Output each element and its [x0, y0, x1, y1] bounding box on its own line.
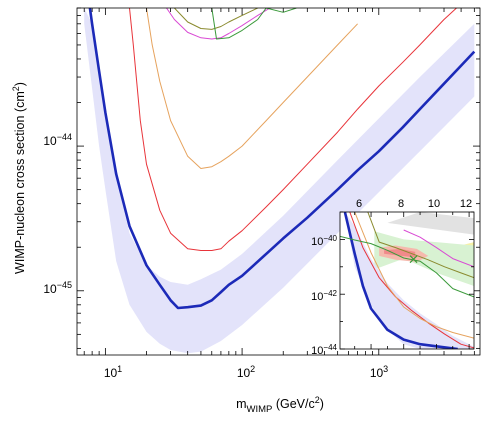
- y-tick-label-1e-44: 10−44: [43, 132, 72, 148]
- inset-marker-1: [409, 255, 418, 264]
- y-tick-label-1e-45: 10−45: [43, 280, 72, 296]
- inset-limit-curve-3: [354, 212, 474, 339]
- inset-plot: 6 8 10 12 10−40 10−42 10−44: [311, 198, 475, 357]
- main-plot-data: [84, 8, 476, 354]
- inset-x-tick-label-8: 8: [398, 198, 404, 210]
- limit-curve-1: [88, 8, 476, 310]
- sensitivity-band: [84, 8, 475, 354]
- inset-limit-curve-6: [403, 229, 474, 268]
- inset-axis-ticks: [340, 211, 474, 350]
- inset-limit-curve-5: [340, 235, 474, 298]
- inset-x-tick-label-10: 10: [428, 198, 440, 210]
- main-axis-ticks: [77, 7, 480, 355]
- limit-curve-2: [129, 8, 457, 251]
- x-tick-label-100: 102: [237, 364, 255, 380]
- limit-curve-4: [166, 8, 271, 40]
- limit-curve-5: [174, 8, 258, 30]
- inset-x-tick-label-12: 12: [460, 198, 472, 210]
- inset-y-tick-label-1e-44: 10−44: [311, 343, 337, 357]
- main-plot-frame: [76, 7, 481, 356]
- y-axis-label: WIMP-nucleon cross section (cm2): [11, 82, 27, 274]
- limit-curve-3: [146, 8, 358, 169]
- inset-plot-frame: [339, 211, 475, 350]
- inset-region-5: [384, 248, 416, 258]
- main-plot: 101 102 103 10−45 10−44 mWIMP (GeV/c2) W…: [11, 7, 481, 415]
- x-tick-label-1000: 103: [370, 364, 388, 380]
- inset-y-tick-label-1e-40: 10−40: [311, 234, 337, 248]
- inset-plot-data: [340, 212, 474, 349]
- inset-limit-curve-2: [349, 212, 474, 349]
- x-tick-label-10: 101: [104, 364, 122, 380]
- x-axis-label: mWIMP (GeV/c2): [236, 395, 324, 415]
- inset-sensitivity-band: [344, 212, 474, 349]
- limit-curve-6: [211, 8, 297, 40]
- inset-region-1: [387, 212, 474, 235]
- inset-y-tick-label-1e-42: 10−42: [311, 289, 337, 303]
- inset-limit-curve-1: [343, 212, 458, 349]
- inset-x-tick-label-6: 6: [356, 198, 362, 210]
- inset-limit-curve-4: [367, 212, 474, 279]
